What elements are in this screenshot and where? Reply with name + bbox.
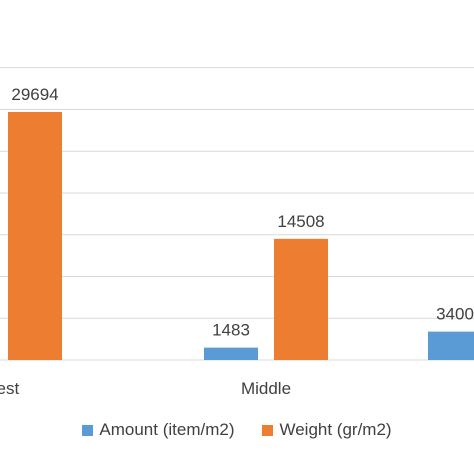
data-label-east-amount: 3400	[436, 305, 474, 324]
chart-legend: Amount (item/m2) Weight (gr/m2)	[0, 416, 474, 444]
category-label-middle: Middle	[241, 379, 291, 398]
data-label-west-weight: 29694	[11, 85, 58, 104]
category-label-west: West	[0, 379, 19, 398]
legend-swatch-weight	[262, 424, 274, 436]
legend-label-weight: Weight (gr/m2)	[279, 420, 392, 439]
data-label-middle-weight: 14508	[277, 212, 324, 231]
legend-swatch-amount	[82, 424, 94, 436]
category-label-east: East	[473, 379, 474, 398]
legend-item-amount: Amount (item/m2)	[82, 420, 234, 440]
legend-label-amount: Amount (item/m2)	[99, 420, 235, 439]
bar-middle-weight	[274, 238, 328, 360]
bar-east-amount	[428, 331, 474, 360]
data-label-middle-amount: 1483	[212, 321, 250, 340]
bar-middle-amount	[204, 347, 258, 360]
bar-west-weight	[8, 112, 62, 360]
legend-item-weight: Weight (gr/m2)	[262, 420, 392, 440]
